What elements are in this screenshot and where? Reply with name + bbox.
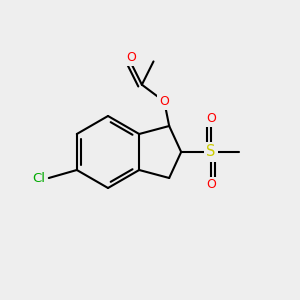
Text: O: O (159, 95, 169, 108)
Text: Cl: Cl (32, 172, 45, 184)
Text: O: O (126, 51, 136, 64)
Text: O: O (206, 112, 216, 125)
Text: S: S (206, 145, 216, 160)
Text: O: O (206, 178, 216, 191)
